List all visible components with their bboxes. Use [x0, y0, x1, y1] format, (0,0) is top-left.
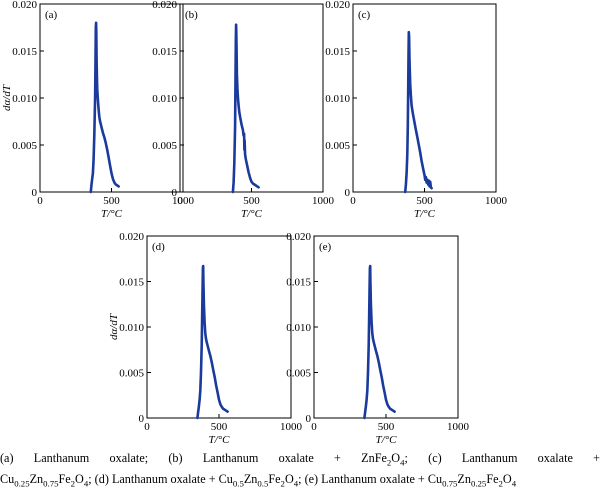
x-tick-label: 0 — [350, 195, 356, 207]
y-tick-label: 0 — [139, 413, 145, 425]
x-tick-label: 1000 — [485, 195, 508, 207]
y-tick-label: 0.015 — [152, 46, 177, 58]
x-axis-label: T/°C — [376, 434, 398, 446]
caption-subscript: 2 — [280, 478, 285, 489]
y-tick-label: 0.005 — [286, 368, 311, 380]
y-tick-label: 0.005 — [152, 140, 177, 152]
x-tick-label: 500 — [243, 195, 260, 207]
data-series-line — [89, 21, 120, 194]
y-tick-label: 0 — [32, 187, 38, 199]
caption-subscript: 4 — [400, 457, 405, 468]
y-tick-label: 0.020 — [12, 0, 37, 11]
x-tick-label: 1000 — [280, 421, 303, 433]
x-tick-label: 500 — [378, 421, 395, 433]
x-axis-label: T/°C — [101, 208, 123, 220]
x-tick-label: 1000 — [312, 195, 335, 207]
caption-subscript: 2 — [498, 478, 503, 489]
data-series-line — [363, 264, 396, 420]
figure-caption: (a) Lanthanum oxalate; (b) Lanthanum oxa… — [0, 448, 600, 490]
y-axis-label: dα/dT — [1, 84, 13, 111]
data-series-line — [196, 264, 229, 420]
panel-label: (d) — [152, 241, 165, 253]
panel-label: (b) — [185, 9, 198, 21]
caption-subscript: 0.75 — [43, 478, 59, 489]
caption-subscript: 4 — [511, 478, 517, 489]
plot-frame — [313, 235, 459, 419]
y-tick-label: 0.005 — [119, 368, 144, 380]
x-axis-label: T/°C — [209, 434, 231, 446]
y-tick-label: 0 — [306, 413, 312, 425]
chart-panel-5: 0 0.005 0.010 0.015 0.020 0 500 1000 T/°C (e) — [286, 231, 469, 446]
plot-frame — [179, 3, 324, 193]
y-tick-label: 0.010 — [119, 322, 144, 334]
y-tick-label: 0.010 — [286, 322, 311, 334]
x-tick-label: 0 — [311, 421, 317, 433]
data-series-line — [231, 23, 260, 194]
y-tick-label: 0.020 — [119, 231, 144, 243]
caption-subscript: 4 — [83, 478, 89, 489]
caption-subscript: 0.5 — [257, 478, 269, 489]
x-tick-label: 500 — [103, 195, 120, 207]
y-tick-label: 0.005 — [325, 140, 350, 152]
caption-subscript: 0.25 — [470, 478, 487, 489]
caption-line-2: Cu0.25Zn0.75Fe2O4; (d) Lanthanum oxalate… — [0, 472, 517, 489]
y-axis-label: dα/dT — [108, 313, 120, 340]
panel-label: (a) — [45, 9, 58, 21]
y-tick-label: 0.010 — [152, 93, 177, 105]
chart-panel-2: 0 0.005 0.010 0.015 0.020 0 500 1000 T/°C (b) — [152, 0, 334, 220]
x-tick-label: 1000 — [172, 195, 195, 207]
x-tick-label: 500 — [211, 421, 228, 433]
chart-panel-4: 0 0.005 0.010 0.015 0.020 0 500 1000 T/°C dα/dT (d… — [108, 231, 303, 446]
y-tick-label: 0.010 — [325, 93, 350, 105]
x-axis-label: T/°C — [414, 208, 436, 220]
x-axis-label: T/°C — [241, 208, 263, 220]
caption-subscript: 2 — [386, 457, 392, 468]
panel-label: (c) — [358, 9, 371, 21]
y-tick-label: 0 — [172, 187, 178, 199]
caption-subscript: 2 — [70, 478, 76, 489]
caption-subscript: 0.75 — [442, 478, 458, 489]
y-tick-label: 0.020 — [152, 0, 177, 11]
y-tick-label: 0.020 — [325, 0, 350, 11]
chart-panel-1: 0 0.005 0.010 0.015 0.020 0 500 1000 T/°C dα/dT (a… — [1, 0, 195, 220]
y-tick-label: 0 — [345, 187, 351, 199]
x-tick-label: 0 — [144, 421, 150, 433]
caption-subscript: 0.25 — [14, 478, 30, 489]
x-tick-label: 0 — [177, 195, 183, 207]
plot-frame — [352, 3, 497, 193]
y-tick-label: 0.005 — [12, 140, 37, 152]
panel-label: (e) — [319, 241, 332, 253]
y-tick-label: 0.020 — [286, 231, 311, 243]
y-tick-label: 0.015 — [325, 46, 350, 58]
x-tick-label: 1000 — [447, 421, 470, 433]
plot-frame — [146, 235, 292, 419]
y-tick-label: 0.015 — [12, 46, 37, 58]
data-series-line — [403, 30, 433, 194]
x-tick-label: 500 — [416, 195, 433, 207]
chart-panel-3: 0 0.005 0.010 0.015 0.020 0 500 1000 T/°C (c) — [325, 0, 507, 220]
y-tick-label: 0.015 — [286, 277, 311, 289]
caption-subscript: 0.5 — [232, 478, 244, 489]
y-tick-label: 0.015 — [119, 277, 144, 289]
caption-subscript: 4 — [293, 478, 299, 489]
x-tick-label: 0 — [37, 195, 43, 207]
caption-line-1: (a) Lanthanum oxalate; (b) Lanthanum oxa… — [0, 451, 600, 468]
y-tick-label: 0.010 — [12, 93, 37, 105]
